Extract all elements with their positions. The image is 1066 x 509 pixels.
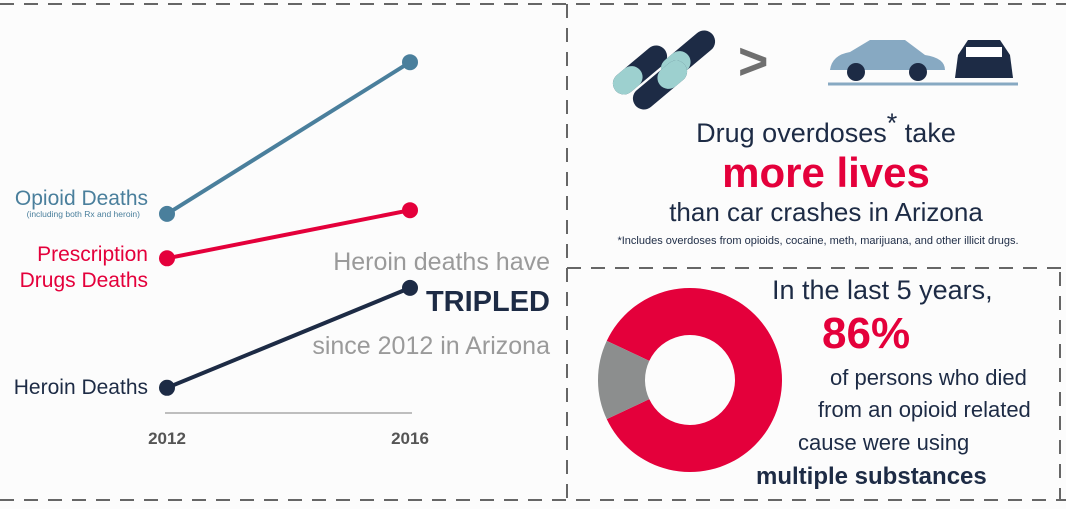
annotation: since 2012 in Arizona <box>312 332 550 360</box>
headline-line: than car crashes in Arizona <box>669 197 983 227</box>
caption: multiple substances <box>756 463 987 490</box>
annotation: Heroin deaths have <box>333 248 550 276</box>
headline-line: Drug overdoses* take <box>0 110 1066 148</box>
pills-icon <box>612 30 716 110</box>
point <box>159 379 175 396</box>
series-note: (including both Rx and heroin) <box>26 208 140 219</box>
point <box>159 205 175 222</box>
series-line <box>166 286 411 390</box>
x-tick-label: 2016 <box>391 429 429 448</box>
pie-slice <box>598 340 650 420</box>
footnote: *Includes overdoses from opioids, cocain… <box>617 235 1019 247</box>
series-label: Prescription Drugs Deaths <box>19 243 148 293</box>
series-label: Heroin Deaths <box>13 375 148 399</box>
point <box>402 202 418 219</box>
x-tick-label: 2012 <box>148 429 186 448</box>
series-line <box>166 208 411 261</box>
annotation: TRIPLED <box>425 286 550 318</box>
point <box>402 54 418 71</box>
pie-title: In the last 5 years, <box>772 275 993 305</box>
caption: cause were using <box>798 430 970 455</box>
caption: of persons who died <box>830 365 1027 390</box>
headline-text: take <box>904 118 956 148</box>
asterisk: * <box>886 108 898 138</box>
series-label: Opioid Deaths <box>14 186 148 210</box>
headline-emphasis: more lives <box>722 149 930 196</box>
point <box>402 279 418 296</box>
value-label: 86% <box>822 309 911 358</box>
point <box>159 250 175 267</box>
headline-text: Drug overdoses <box>696 118 887 148</box>
pie-slice <box>606 288 782 473</box>
series-line <box>165 60 412 216</box>
comparison-symbol: > <box>738 33 769 91</box>
cars-icon <box>828 40 1018 86</box>
caption: from an opioid related <box>818 397 1031 422</box>
